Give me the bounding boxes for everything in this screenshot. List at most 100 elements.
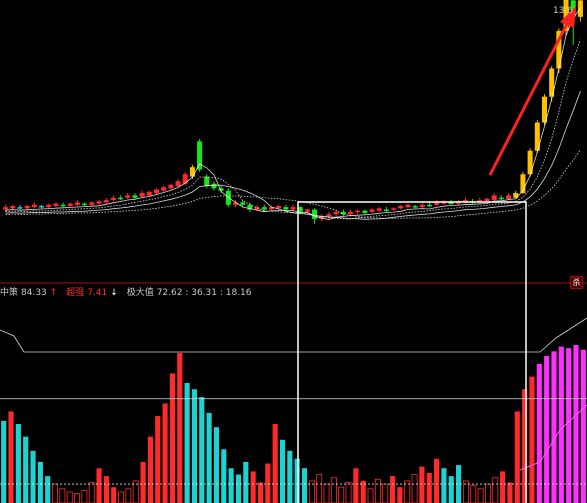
candle-body [197, 141, 203, 170]
indicator-bar [566, 348, 572, 503]
candle-body [570, 0, 576, 17]
indicator-bar [155, 416, 161, 503]
indicator-bar [1, 420, 7, 503]
indicator-bar [199, 397, 205, 503]
indicator-bar [228, 468, 234, 503]
candle-body [204, 176, 210, 186]
legend-item3-values: 72.62 : 36.31 : 18.16 [156, 288, 252, 298]
candle-body [427, 204, 433, 207]
candle-body [448, 202, 454, 204]
candle-body [405, 204, 411, 208]
candle-body [247, 204, 253, 210]
candle-body [82, 203, 88, 206]
candle-body [369, 209, 375, 212]
indicator-bar [529, 376, 535, 503]
indicator-upper-line [0, 317, 587, 353]
indicator-bar [462, 480, 469, 503]
candle-body [254, 207, 260, 210]
signal-badge[interactable]: 杀 [570, 276, 583, 289]
ma-line-3 [5, 7, 581, 221]
candle-body [89, 202, 95, 205]
indicator-bar [434, 458, 440, 503]
indicator-pane [1, 345, 586, 503]
legend-item2-number: 7.41 [87, 288, 108, 298]
candle-body [513, 193, 519, 198]
candle-body [139, 193, 145, 197]
indicator-bar [279, 439, 286, 503]
candle-body [189, 167, 195, 177]
candle-body [233, 202, 239, 205]
indicator-bar [573, 345, 579, 503]
candle-body [146, 191, 152, 196]
indicator-bar [389, 476, 396, 503]
candle-body [103, 200, 109, 203]
candle-body [276, 205, 282, 209]
indicator-bar [301, 468, 308, 503]
indicator-bar [66, 491, 73, 503]
candle-body [96, 201, 102, 204]
candle-body [283, 207, 289, 210]
indicator-bar [353, 468, 359, 503]
indicator-lines [0, 317, 587, 485]
candle-body [527, 150, 533, 175]
indicator-bar [250, 471, 256, 503]
indicator-bar [96, 468, 102, 503]
candle-body [304, 209, 310, 212]
candle-body [31, 204, 37, 208]
indicator-bar [221, 449, 227, 503]
candle-body [161, 187, 167, 191]
candle-body [340, 211, 346, 215]
legend-item1-number: 84.33 [21, 288, 47, 298]
candle-body [60, 204, 66, 207]
candle-body [312, 209, 318, 219]
legend-item2-arrow: ↓ [110, 288, 118, 298]
legend-item2-label: 超强 [66, 288, 85, 298]
indicator-legend: 中策 84.33 ↑ 超强 7.41 ↓ 极大值 72.62 : 36.31 : 18.1… [0, 285, 255, 298]
indicator-bar [397, 487, 403, 503]
candle-body [240, 202, 246, 205]
candle-body [53, 203, 59, 206]
indicator-bar [30, 450, 36, 503]
candle-body [376, 208, 382, 211]
indicator-bar [404, 480, 411, 503]
price-tag: 13.6 [552, 6, 573, 16]
candle-body [541, 96, 547, 123]
candle-body [297, 207, 303, 212]
candle-body [498, 197, 504, 200]
legend-item3-label: 极大值 [126, 288, 154, 298]
candle-body [46, 204, 52, 208]
indicator-bar [169, 373, 175, 503]
legend-item2-value: 7.41 ↓ [87, 288, 121, 298]
candle-body [17, 207, 23, 209]
indicator-bar [37, 461, 43, 503]
indicator-bar [52, 483, 58, 503]
indicator-bar [507, 482, 513, 503]
price-pane [3, 0, 583, 224]
candle-body [118, 197, 124, 200]
ma-line-10 [5, 91, 581, 220]
candle-body [434, 202, 440, 205]
indicator-bar [323, 483, 330, 503]
indicator-bar [103, 476, 109, 503]
indicator-bar [15, 424, 21, 503]
candle-body [484, 198, 490, 202]
indicator-bar [426, 472, 432, 503]
candle-body [549, 68, 555, 97]
indicator-bar [294, 458, 300, 503]
candle-body [398, 205, 404, 209]
candle-body [175, 181, 181, 186]
indicator-bar [265, 463, 271, 503]
candle-body [39, 205, 45, 208]
indicator-bar [514, 411, 520, 503]
indicator-bar [536, 363, 542, 503]
candle-body [110, 197, 116, 201]
indicator-bar [191, 389, 198, 503]
indicator-bar [308, 480, 315, 503]
indicator-bar [419, 466, 425, 503]
indicator-bar [330, 477, 337, 503]
ma-line-6 [5, 39, 581, 220]
indicator-bar [118, 491, 125, 503]
indicator-bar [206, 412, 212, 503]
candle-body [534, 122, 540, 151]
